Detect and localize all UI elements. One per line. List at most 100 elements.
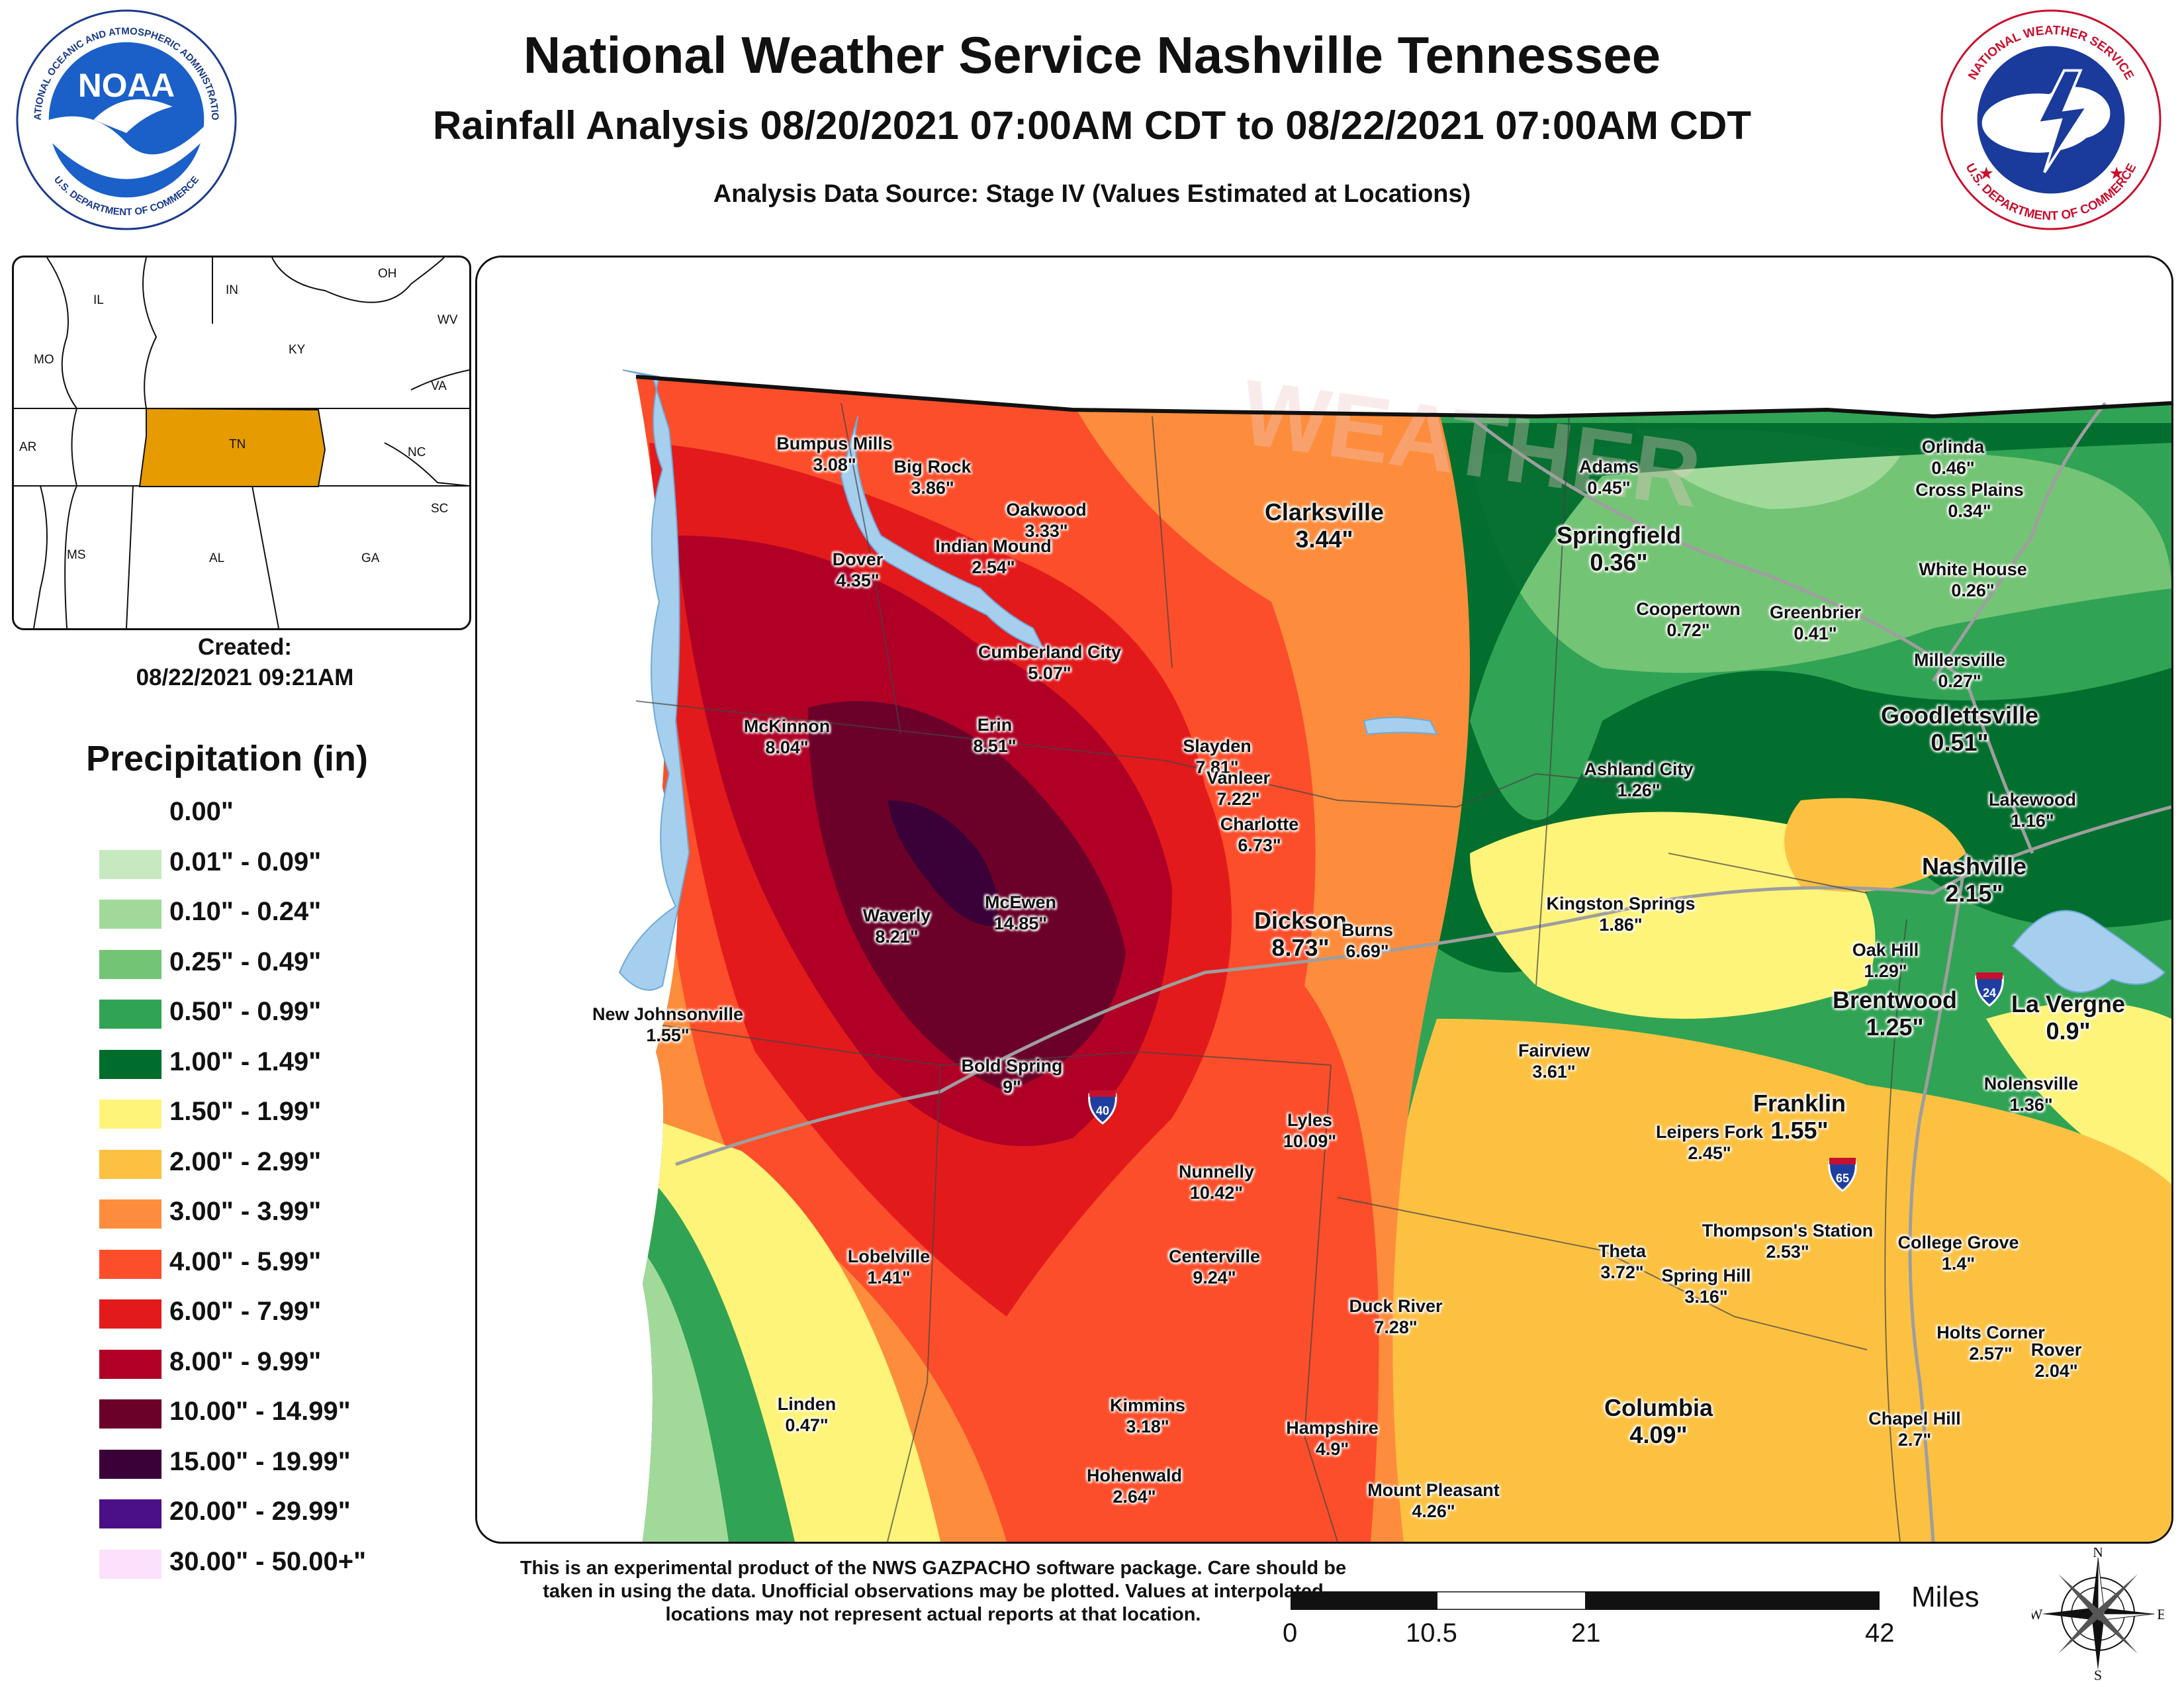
- place-label: Kingston Springs 1.86": [1422, 893, 1819, 935]
- place-label: Theta 3.72": [1424, 1241, 1821, 1283]
- interstate-shield-i40: 40: [1088, 1090, 1117, 1125]
- place-rainfall-value: 3.33": [1024, 521, 1068, 541]
- place-label: McKinnon 8.04": [588, 716, 985, 758]
- legend-swatch: [99, 1299, 161, 1329]
- inset-state-label: MO: [34, 353, 54, 367]
- locator-map: IL IN OH MO KY WV VA AR TN NC SC MS AL G…: [12, 256, 471, 630]
- place-label: Cumberland City 5.07": [851, 641, 1248, 684]
- place-label: College Grove 1.4": [1760, 1232, 2157, 1274]
- place-label: Hohenwald 2.64": [936, 1465, 1333, 1507]
- place-label: Burns 6.69": [1169, 919, 1566, 962]
- place-rainfall-value: 0.47": [785, 1415, 829, 1435]
- place-name: Oakwood: [1006, 500, 1087, 520]
- place-label: Nolensville 1.36": [1833, 1073, 2171, 1115]
- scale-tick-label: 42: [1865, 1618, 1895, 1648]
- place-label: Oak Hill 1.29": [1687, 939, 2084, 982]
- place-label: Charlotte 6.73": [1061, 814, 1458, 856]
- place-label: Lobelville 1.41": [690, 1246, 1087, 1288]
- place-label: Orlinda 0.46": [1754, 436, 2152, 479]
- inset-state-label: MS: [67, 548, 86, 562]
- nws-logo: NATIONAL WEATHER SERVICE U.S. DEPARTMENT…: [1940, 9, 2161, 230]
- legend-label: 20.00" - 29.99": [169, 1497, 351, 1526]
- created-timestamp: 08/22/2021 09:21AM: [136, 665, 354, 690]
- place-name: Waverly: [862, 906, 931, 925]
- place-label: Holts Corner 2.57": [1792, 1322, 2171, 1364]
- place-rainfall-value: 1.26": [1617, 780, 1661, 800]
- place-label: Nunnelly 10.42": [1018, 1161, 1415, 1203]
- place-label: Columbia 4.09": [1460, 1395, 1857, 1449]
- place-rainfall-value: 8.73": [1271, 934, 1330, 961]
- place-rainfall-value: 3.72": [1600, 1262, 1644, 1282]
- place-name: Rover: [2030, 1340, 2082, 1360]
- legend-label: 1.50" - 1.99": [169, 1097, 322, 1126]
- place-label: Dickson 8.73": [1102, 908, 1499, 962]
- place-label: Goodlettsville 0.51": [1761, 702, 2158, 757]
- place-name: Erin: [977, 715, 1013, 735]
- legend-swatch: [99, 1249, 161, 1279]
- inset-state-label: WV: [437, 313, 458, 327]
- place-rainfall-value: 1.36": [2009, 1095, 2053, 1115]
- place-rainfall-value: 10.09": [1283, 1131, 1337, 1151]
- place-rainfall-value: 0.36": [1590, 549, 1648, 576]
- place-rainfall-value: 0.41": [1794, 624, 1837, 643]
- place-rainfall-value: 4.09": [1629, 1421, 1688, 1448]
- legend-label: 8.00" - 9.99": [169, 1346, 322, 1376]
- place-name: Lobelville: [847, 1246, 931, 1266]
- place-name: Cross Plains: [1915, 480, 2024, 500]
- place-label: Leipers Fork 2.45": [1511, 1121, 1908, 1164]
- scale-tick-label: 21: [1571, 1618, 1601, 1648]
- created-stamp: Created: 08/22/2021 09:21AM: [20, 632, 470, 693]
- legend-swatch: [99, 1199, 161, 1229]
- inset-state-label: IL: [93, 293, 104, 307]
- place-rainfall-value: 2.54": [972, 557, 1015, 577]
- place-label: Millersville 0.27": [1761, 649, 2158, 692]
- place-rainfall-value: 2.04": [2034, 1361, 2078, 1381]
- place-label: Nashville 2.15": [1776, 853, 2171, 908]
- place-name: Leipers Fork: [1655, 1122, 1764, 1142]
- place-name: Lakewood: [1988, 790, 2077, 810]
- place-name: Franklin: [1752, 1090, 1846, 1117]
- legend-swatch: [99, 1549, 161, 1579]
- place-name: Spring Hill: [1661, 1266, 1751, 1286]
- rainfall-map-graphic: WEATHER: [477, 258, 2171, 1542]
- inset-state-label: TN: [229, 438, 246, 451]
- place-rainfall-value: 1.16": [2011, 811, 2054, 831]
- place-name: Nolensville: [1983, 1074, 2079, 1094]
- place-label: Coopertown 0.72": [1490, 598, 1887, 641]
- created-label: Created:: [198, 634, 292, 660]
- place-rainfall-value: 9.24": [1193, 1268, 1236, 1288]
- place-name: Hohenwald: [1086, 1466, 1182, 1485]
- inset-state-label: SC: [431, 502, 448, 516]
- place-name: McKinnon: [743, 716, 831, 736]
- place-rainfall-value: 3.16": [1684, 1287, 1728, 1307]
- place-rainfall-value: 0.9": [2046, 1017, 2091, 1045]
- place-name: Big Rock: [893, 457, 972, 477]
- place-label: La Vergne 0.9": [1870, 991, 2171, 1045]
- rainfall-map: WEATHER: [475, 256, 2173, 1544]
- place-rainfall-value: 0.46": [1931, 458, 1975, 478]
- place-rainfall-value: 6.73": [1238, 835, 1281, 855]
- inset-state-label: VA: [431, 379, 447, 393]
- legend-swatch: [99, 1349, 161, 1379]
- place-label: New Johnsonville 1.55": [477, 1004, 866, 1046]
- place-label: Linden 0.47": [608, 1393, 1005, 1436]
- place-rainfall-value: 6.69": [1345, 941, 1389, 961]
- place-name: Greenbrier: [1769, 602, 1862, 622]
- place-rainfall-value: 1.55": [646, 1025, 690, 1045]
- place-rainfall-value: 1.86": [1599, 915, 1643, 935]
- inset-state-label: OH: [378, 267, 397, 281]
- place-label: Slayden 7.81": [1019, 735, 1416, 778]
- legend-swatch: [99, 849, 161, 879]
- place-label: Duck River 7.28": [1197, 1295, 1594, 1338]
- place-name: Chapel Hill: [1868, 1409, 1961, 1429]
- inset-state-label: IN: [226, 283, 238, 297]
- place-rainfall-value: 7.28": [1374, 1317, 1418, 1337]
- place-label: Vanleer 7.22": [1040, 767, 1437, 810]
- place-label: Lakewood 1.16": [1834, 789, 2171, 831]
- scale-bar: [1291, 1591, 1880, 1610]
- legend-label: 1.00" - 1.49": [169, 1047, 322, 1076]
- place-rainfall-value: 8.04": [765, 737, 809, 757]
- compass-rose-icon: N S E W: [2032, 1548, 2164, 1680]
- svg-text:S: S: [2094, 1667, 2102, 1680]
- place-label: Ashland City 1.26": [1440, 759, 1837, 801]
